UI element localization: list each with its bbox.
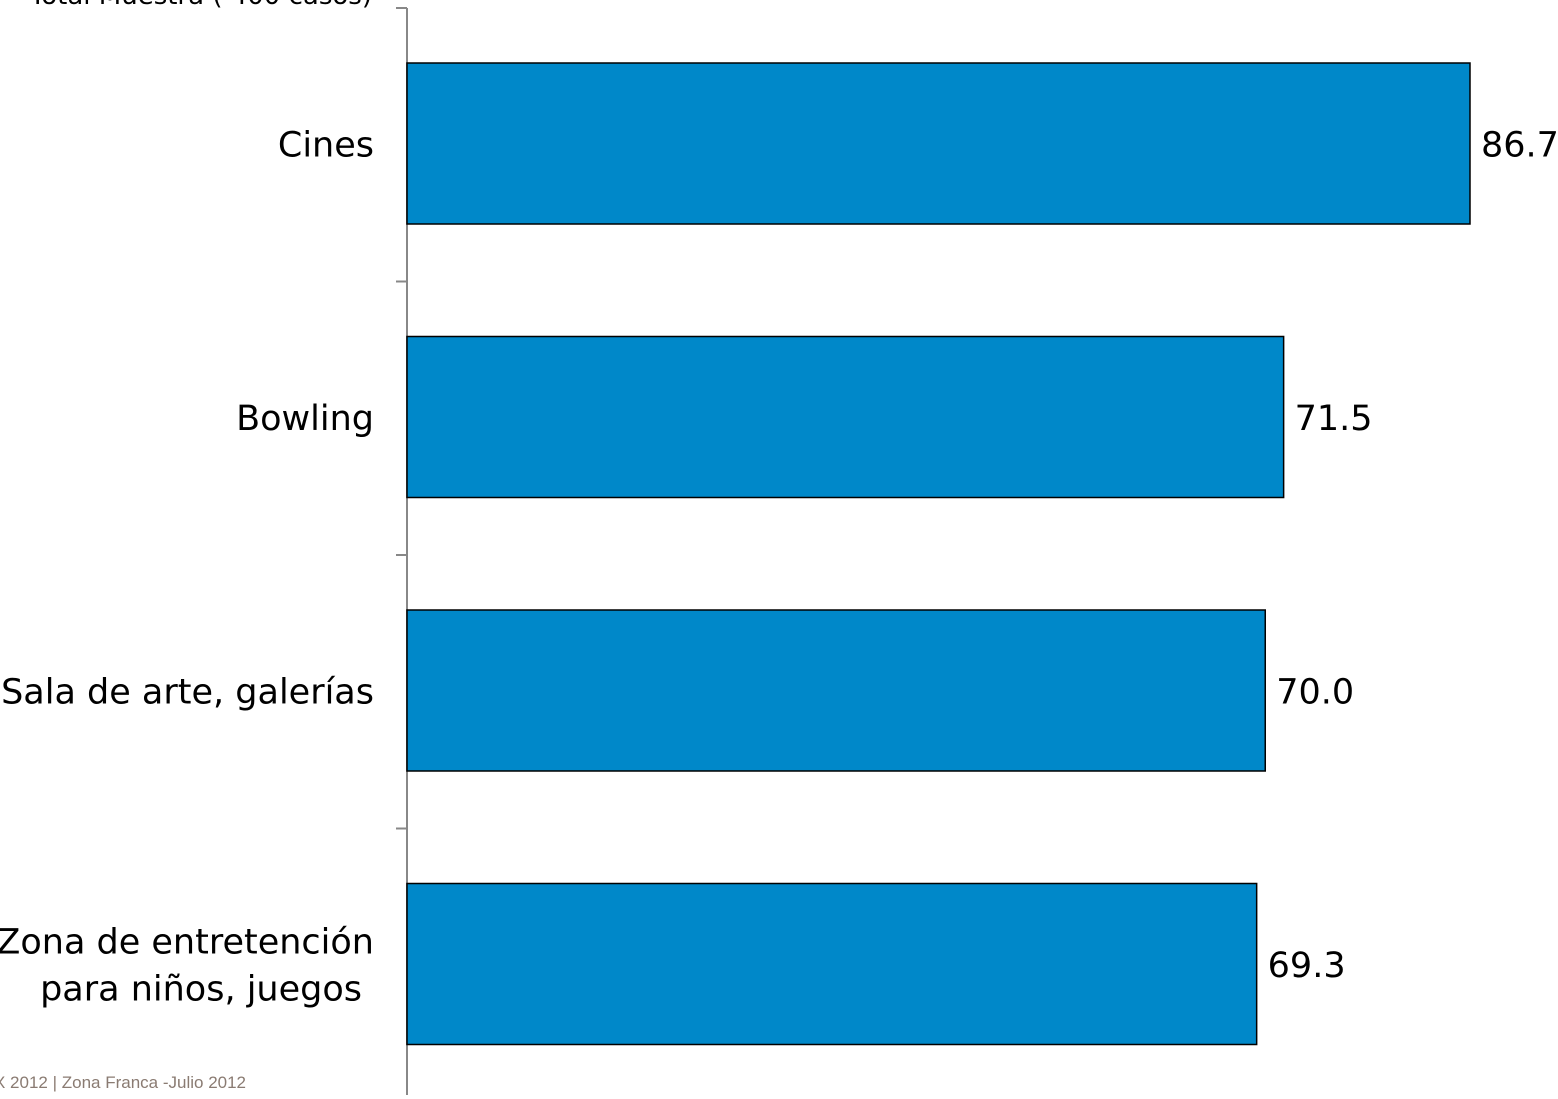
bar [406,335,1285,499]
category-label-line: para niños, juegos [40,970,362,1010]
category-label: Zona de entretención para niños, juegos [0,923,374,1010]
sample-note: Total Muestra ( 400 casos) [29,0,372,11]
bar [406,609,1266,772]
bar [406,62,1471,225]
category-label-line: Zona de entretención [0,923,374,963]
category-label-line: Cines [278,126,374,166]
category-label: Sala de arte, galerías [1,673,374,713]
category-axis-ticks [396,7,407,830]
bar-series [406,62,1471,1046]
value-labels: 86.7 71.5 70.0 69.3 [1268,126,1558,987]
value-label: 71.5 [1295,399,1373,439]
value-label: 86.7 [1481,126,1558,166]
category-label-line: Sala de arte, galerías [1,673,374,713]
value-label: 69.3 [1268,946,1346,986]
bar [406,882,1258,1046]
value-label: 70.0 [1276,673,1354,713]
footer-source: X 2012 | Zona Franca -Julio 2012 [0,1073,247,1092]
category-label: Bowling [236,399,374,439]
category-label: Cines [278,126,374,166]
category-labels: Cines Bowling Sala de arte, galerías Zona d… [0,126,374,1010]
category-label-line: Bowling [236,399,374,439]
